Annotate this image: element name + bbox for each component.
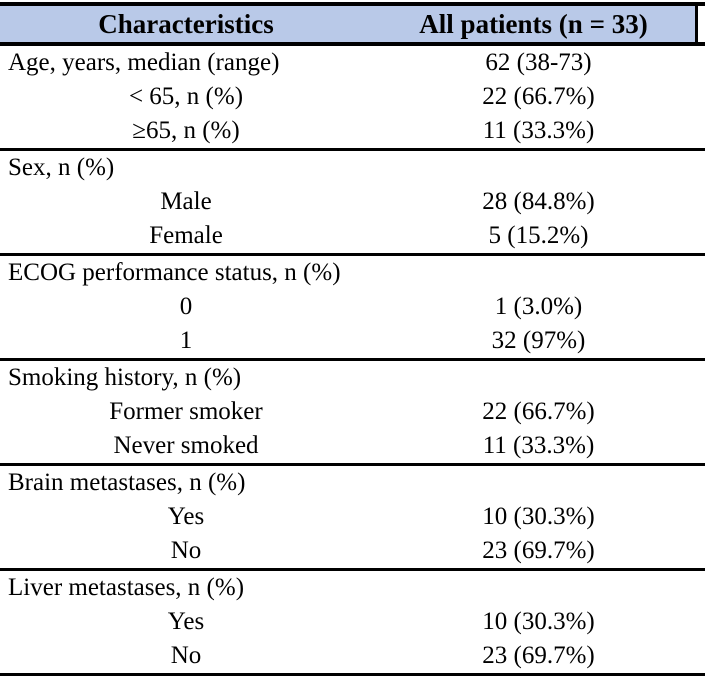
table-row: Liver metastases, n (%) xyxy=(0,571,705,605)
table-row: Age, years, median (range) 62 (38-73) xyxy=(0,46,705,80)
table-row: Yes 10 (30.3%) xyxy=(0,605,705,639)
table-row: 1 32 (97%) xyxy=(0,324,705,358)
row-label: Brain metastases, n (%) xyxy=(8,469,246,496)
row-label: Smoking history, n (%) xyxy=(8,364,242,391)
table-row: No 23 (69.7%) xyxy=(0,534,705,568)
row-value: 1 (3.0%) xyxy=(494,293,583,320)
row-value: 23 (69.7%) xyxy=(482,537,595,564)
table-row: No 23 (69.7%) xyxy=(0,639,705,673)
table-row: < 65, n (%) 22 (66.7%) xyxy=(0,80,705,114)
table-row: Never smoked 11 (33.3%) xyxy=(0,429,705,463)
row-value: 32 (97%) xyxy=(491,327,586,354)
table-body: Age, years, median (range) 62 (38-73) < 65… xyxy=(0,46,705,676)
row-label: 0 xyxy=(179,293,193,320)
row-label: ECOG performance status, n (%) xyxy=(8,259,341,286)
table-section-ecog: ECOG performance status, n (%) 0 1 (3.0%) 1… xyxy=(0,256,705,361)
table-row: Male 28 (84.8%) xyxy=(0,185,705,219)
row-value: 10 (30.3%) xyxy=(482,608,595,635)
table-row: Sex, n (%) xyxy=(0,151,705,185)
row-label: No xyxy=(170,537,202,564)
column-header-all-patients: All patients (n = 33) xyxy=(419,9,648,39)
row-label: Male xyxy=(160,188,212,215)
table-section-brain-metastases: Brain metastases, n (%) Yes 10 (30.3%) No 23… xyxy=(0,466,705,571)
row-label: Never smoked xyxy=(113,432,259,459)
row-label: Sex, n (%) xyxy=(8,154,115,181)
row-value: 23 (69.7%) xyxy=(482,642,595,669)
table-row: Yes 10 (30.3%) xyxy=(0,500,705,534)
row-value: 11 (33.3%) xyxy=(482,117,595,144)
table-row: Smoking history, n (%) xyxy=(0,361,705,395)
row-label: No xyxy=(170,642,202,669)
top-rule xyxy=(0,2,705,6)
table-section-age: Age, years, median (range) 62 (38-73) < 65… xyxy=(0,46,705,151)
row-label: Yes xyxy=(167,503,205,530)
table-row: Female 5 (15.2%) xyxy=(0,219,705,253)
table-row: Former smoker 22 (66.7%) xyxy=(0,395,705,429)
row-label: 1 xyxy=(179,327,193,354)
row-value: 22 (66.7%) xyxy=(482,83,595,110)
table-row: ≥65, n (%) 11 (33.3%) xyxy=(0,114,705,148)
row-label: Former smoker xyxy=(109,398,263,425)
table-section-liver-metastases: Liver metastases, n (%) Yes 10 (30.3%) No 23… xyxy=(0,571,705,676)
row-label: Liver metastases, n (%) xyxy=(8,574,245,601)
row-label: Yes xyxy=(167,608,205,635)
row-value: 5 (15.2%) xyxy=(488,222,589,249)
row-value: 62 (38-73) xyxy=(485,49,592,76)
column-header-characteristics: Characteristics xyxy=(98,9,274,39)
table-section-smoking: Smoking history, n (%) Former smoker 22 (6… xyxy=(0,361,705,466)
row-label: ≥65, n (%) xyxy=(132,117,240,144)
row-value: 28 (84.8%) xyxy=(482,188,595,215)
table-row: 0 1 (3.0%) xyxy=(0,290,705,324)
table-row: Brain metastases, n (%) xyxy=(0,466,705,500)
row-label: < 65, n (%) xyxy=(128,83,244,110)
header-bottom-rule xyxy=(0,42,705,46)
row-label: Female xyxy=(149,222,223,249)
row-value: 10 (30.3%) xyxy=(482,503,595,530)
table-row: ECOG performance status, n (%) xyxy=(0,256,705,290)
table-header-row: Characteristics All patients (n = 33) xyxy=(0,6,698,42)
row-label: Age, years, median (range) xyxy=(8,49,280,76)
row-value: 22 (66.7%) xyxy=(482,398,595,425)
table-section-sex: Sex, n (%) Male 28 (84.8%) Female 5 (15.2%) xyxy=(0,151,705,256)
row-value: 11 (33.3%) xyxy=(482,432,595,459)
